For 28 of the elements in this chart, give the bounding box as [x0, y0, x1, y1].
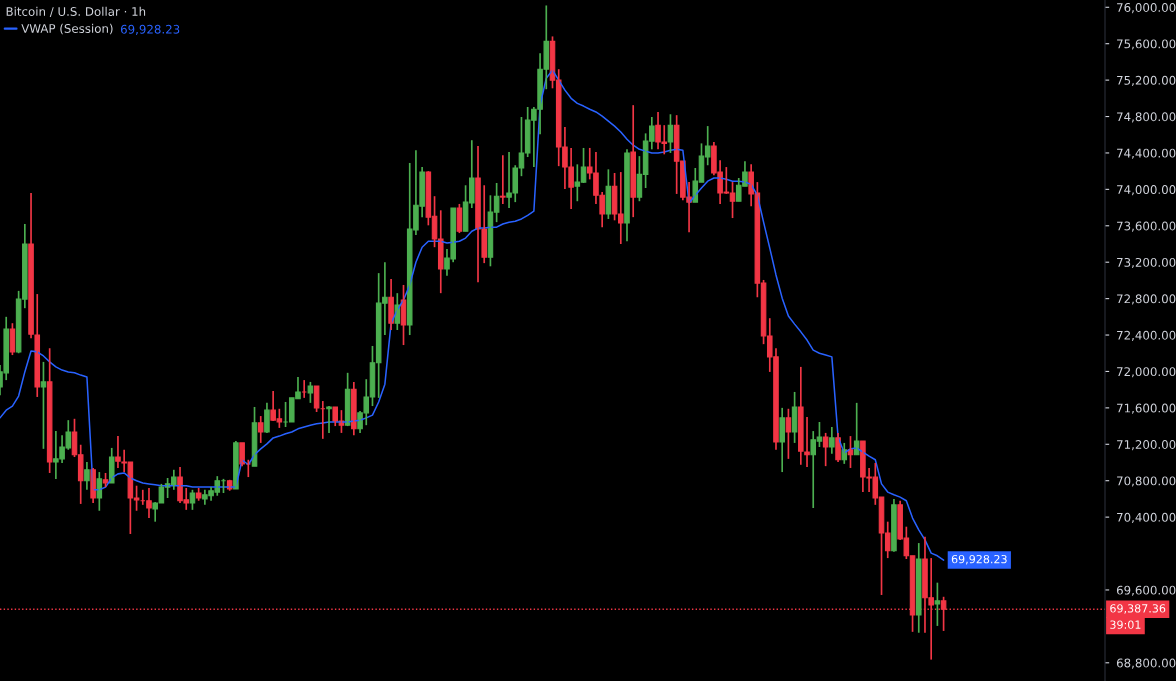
- y-tick-label: 70,800.00: [1117, 476, 1176, 487]
- y-tick-label: 71,600.00: [1117, 403, 1176, 414]
- y-tick-label: 72,800.00: [1117, 294, 1176, 305]
- ref-line-label: 69,387.36: [1110, 604, 1166, 614]
- text: 39:01: [1110, 620, 1141, 629]
- y-tick-label: 74,400.00: [1117, 148, 1176, 159]
- y-tick-label: 76,000.00: [1117, 3, 1176, 14]
- candlestick: [605, 168, 612, 220]
- data-label: 69,928.23: [951, 554, 1007, 565]
- y-tick-label: 72,400.00: [1117, 330, 1176, 341]
- y-tick-label: 73,200.00: [1117, 257, 1176, 269]
- line-series: [0, 69, 945, 561]
- y-tick-label: 69,600.00: [1116, 585, 1176, 596]
- y-tick-label: 73,600.00: [1117, 221, 1176, 232]
- candlestick: [456, 203, 463, 234]
- y-tick-label: 72,000.00: [1117, 367, 1176, 378]
- candlestick: [822, 432, 829, 467]
- y-tick-label: 68,800.00: [1116, 658, 1176, 669]
- annotation: 69,928.23: [120, 24, 180, 35]
- legend-label: VWAP (Session): [21, 23, 113, 35]
- y-tick-label: 74,800.00: [1117, 112, 1176, 123]
- y-tick-label: 75,600.00: [1117, 39, 1176, 50]
- y-tick-label: 70,400.00: [1117, 512, 1176, 523]
- y-tick-label: 71,200.00: [1117, 440, 1176, 451]
- y-tick-label: 75,200.00: [1117, 75, 1176, 86]
- text: Bitcoin / U.S. Dollar · 1h: [6, 6, 146, 17]
- candlestick: [46, 347, 53, 474]
- y-tick-label: 74,000.00: [1117, 185, 1176, 196]
